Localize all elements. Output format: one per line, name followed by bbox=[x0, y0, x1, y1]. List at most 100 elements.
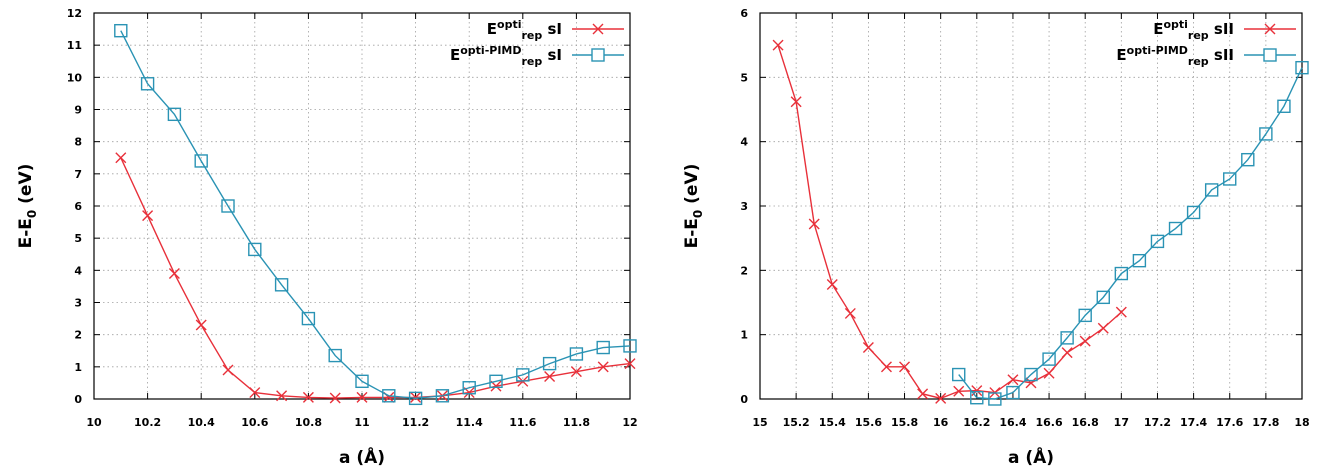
data-point-cross bbox=[1061, 347, 1073, 359]
data-point-square bbox=[114, 23, 128, 38]
data-point-cross bbox=[935, 392, 947, 404]
y-tick-label: 5 bbox=[740, 71, 748, 84]
legend-label-superscript: opti-PIMD bbox=[1127, 44, 1188, 57]
data-point-cross bbox=[1007, 374, 1019, 386]
x-tick-label: 17.2 bbox=[1144, 416, 1171, 429]
data-point-square bbox=[516, 368, 530, 382]
x-axis-label-unit: Å bbox=[364, 445, 378, 468]
data-point-cross bbox=[115, 152, 127, 164]
y-tick-label: 10 bbox=[67, 71, 83, 84]
y-axis-label: E-E0 (eV) bbox=[682, 164, 705, 249]
y-tick-label: 3 bbox=[74, 297, 82, 310]
chart-2: 15 15.2 15.4 15.6 15.8 16 16.2 16.4 16.6 16.8 17 17… bbox=[682, 7, 1310, 468]
data-point-square bbox=[970, 391, 984, 405]
data-point-cross bbox=[844, 307, 856, 319]
legend-label-subscript: rep bbox=[1188, 29, 1209, 42]
legend-label-subscript: rep bbox=[522, 55, 543, 68]
data-point-square bbox=[355, 374, 369, 389]
data-point-cross bbox=[1025, 377, 1037, 389]
y-tick-label: 8 bbox=[74, 136, 82, 149]
data-point-square bbox=[1223, 172, 1237, 186]
series-line bbox=[777, 44, 1122, 400]
x-tick-label: 15.8 bbox=[891, 416, 918, 429]
x-tick-label: 15 bbox=[752, 416, 767, 429]
legend-label-base: E bbox=[1153, 20, 1163, 38]
data-point-cross bbox=[1079, 335, 1091, 347]
data-point-square bbox=[1241, 152, 1255, 167]
chart-1: 10 10.2 10.4 10.6 10.8 11 11.2 11.4 11.6 11.8 1201… bbox=[16, 7, 638, 468]
data-point-cross bbox=[1097, 322, 1109, 334]
x-tick-label: 11.2 bbox=[402, 416, 429, 429]
data-point-square bbox=[1204, 183, 1219, 197]
data-point-square bbox=[569, 347, 584, 361]
x-tick-label: 11.6 bbox=[509, 416, 536, 429]
data-point-cross bbox=[597, 361, 609, 373]
x-tick-label: 10.2 bbox=[134, 416, 161, 429]
data-point-square bbox=[1168, 221, 1183, 236]
y-tick-label: 6 bbox=[74, 200, 82, 213]
legend-swatch-marker bbox=[592, 23, 604, 35]
x-axis-label: a (Å) bbox=[1008, 445, 1054, 468]
data-point-cross bbox=[329, 392, 341, 404]
y-tick-label: 12 bbox=[67, 7, 82, 20]
data-point-cross bbox=[790, 96, 802, 108]
data-point-square bbox=[1024, 367, 1038, 382]
y-axis-label: E-E0 (eV) bbox=[16, 164, 39, 249]
y-tick-label: 9 bbox=[74, 104, 82, 117]
data-point-square bbox=[435, 389, 450, 403]
data-point-square bbox=[489, 374, 503, 389]
y-tick-label: 0 bbox=[740, 393, 748, 406]
data-point-square bbox=[1150, 234, 1165, 249]
series-2 bbox=[952, 60, 1309, 406]
legend-label-tail: sII bbox=[1209, 20, 1234, 38]
series-line bbox=[958, 67, 1303, 400]
x-tick-label: 17.6 bbox=[1216, 416, 1243, 429]
data-point-square bbox=[1042, 352, 1056, 366]
data-point-cross bbox=[1043, 367, 1055, 379]
data-point-square bbox=[221, 199, 235, 213]
legend-label-base: E bbox=[450, 46, 460, 64]
data-point-cross bbox=[1115, 306, 1127, 318]
data-point-square bbox=[1006, 385, 1020, 400]
data-point-cross bbox=[410, 391, 422, 403]
legend-label-base: E bbox=[1116, 46, 1126, 64]
data-point-cross bbox=[276, 390, 288, 402]
data-point-square bbox=[462, 381, 476, 395]
y-tick-label: 11 bbox=[67, 39, 82, 52]
legend-swatch-marker bbox=[591, 48, 605, 62]
data-point-square bbox=[194, 154, 208, 168]
data-point-square bbox=[248, 242, 262, 257]
data-point-cross bbox=[826, 278, 838, 290]
x-tick-label: 10.6 bbox=[241, 416, 268, 429]
y-tick-label: 1 bbox=[74, 361, 82, 374]
legend-label-subscript: rep bbox=[1188, 55, 1209, 68]
data-point-square bbox=[988, 392, 1002, 406]
y-tick-label: 0 bbox=[74, 393, 82, 406]
x-tick-label: 18 bbox=[1294, 416, 1309, 429]
data-point-square bbox=[952, 367, 966, 382]
data-point-cross bbox=[302, 391, 314, 403]
data-point-cross bbox=[899, 361, 911, 373]
y-axis-label-text: E-E bbox=[682, 218, 702, 248]
series-1 bbox=[772, 39, 1127, 404]
data-point-cross bbox=[195, 319, 207, 331]
legend-label-tail: sII bbox=[1209, 46, 1234, 64]
grid bbox=[93, 12, 631, 400]
data-point-square bbox=[167, 107, 182, 122]
x-tick-label: 10.8 bbox=[295, 416, 322, 429]
series-1 bbox=[115, 152, 636, 404]
x-axis-label: a (Å) bbox=[339, 445, 385, 468]
y-axis-label-subscript: 0 bbox=[25, 210, 39, 218]
data-point-cross bbox=[544, 370, 556, 382]
x-tick-label: 15.2 bbox=[783, 416, 810, 429]
legend-label-superscript: opti-PIMD bbox=[460, 44, 521, 57]
x-axis-label-unit: Å bbox=[1033, 445, 1047, 468]
y-axis-label-subscript: 0 bbox=[691, 210, 705, 218]
data-point-square bbox=[1259, 127, 1273, 141]
data-point-cross bbox=[222, 364, 234, 376]
y-axis-label-unit: (eV) bbox=[682, 164, 702, 210]
data-point-cross bbox=[862, 342, 874, 354]
